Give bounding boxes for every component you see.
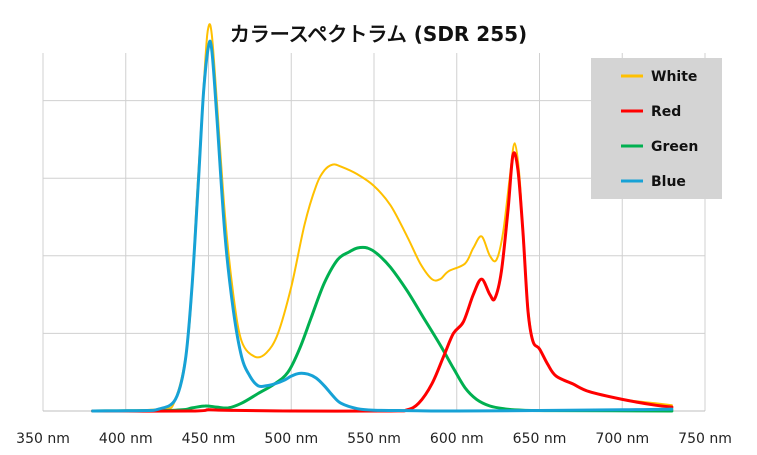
x-tick-label: 600 nm (430, 431, 484, 447)
legend-label-green: Green (651, 139, 698, 155)
x-tick-label: 500 nm (264, 431, 318, 447)
legend-label-red: Red (651, 104, 681, 120)
x-tick-label: 450 nm (182, 431, 236, 447)
x-tick-label: 400 nm (99, 431, 153, 447)
x-tick-label: 700 nm (595, 431, 649, 447)
x-tick-label: 550 nm (347, 431, 401, 447)
series-line-white (91, 23, 673, 412)
chart-title: カラースペクトラム (SDR 255) (229, 22, 528, 46)
legend-label-white: White (651, 69, 697, 85)
series-line-blue (91, 39, 674, 413)
x-tick-label: 650 nm (513, 431, 567, 447)
series-line-red (91, 151, 674, 413)
series-layer (91, 23, 674, 413)
x-tick-label: 750 nm (678, 431, 732, 447)
series-line-green (91, 245, 674, 413)
legend-label-blue: Blue (651, 174, 686, 190)
legend-box (591, 58, 722, 199)
x-tick-label: 350 nm (16, 431, 70, 447)
x-tick-labels: 350 nm 400 nm 450 nm 500 nm 550 nm 600 nm 650 … (16, 431, 732, 447)
legend: White Red Green Blue (591, 58, 722, 199)
